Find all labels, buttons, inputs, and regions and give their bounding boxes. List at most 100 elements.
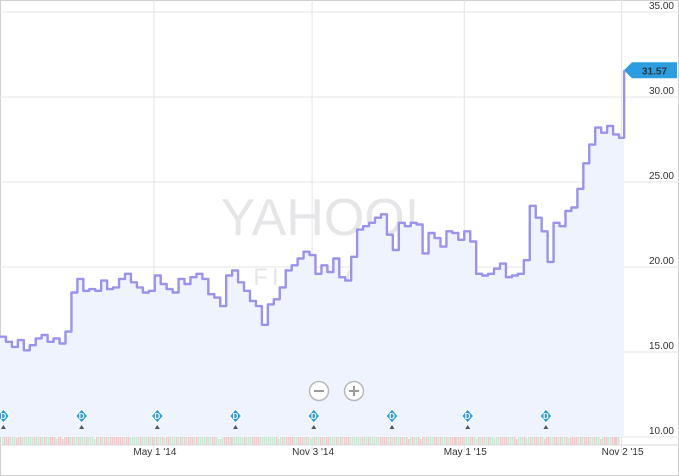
volume-bar — [428, 437, 430, 445]
y-tick-label: 15.00 — [649, 341, 674, 352]
current-price-flag: 31.57 — [624, 62, 677, 79]
volume-bar — [390, 436, 392, 445]
dividend-label: D — [389, 412, 395, 421]
dividend-marker[interactable]: D — [150, 408, 164, 429]
volume-bar — [142, 433, 144, 445]
volume-bar — [18, 436, 20, 445]
volume-bar — [556, 437, 558, 445]
volume-bar — [326, 436, 328, 445]
volume-bar — [404, 436, 406, 445]
dividend-label: D — [79, 412, 85, 421]
volume-bar — [122, 429, 124, 445]
dividend-pointer — [389, 425, 395, 429]
volume-bar — [204, 433, 206, 445]
volume-bar — [290, 435, 292, 445]
volume-bar — [386, 430, 388, 445]
price-area — [0, 70, 625, 437]
volume-bar — [616, 436, 618, 445]
volume-bar — [20, 434, 22, 445]
volume-bar — [64, 429, 66, 445]
dividend-marker[interactable]: D — [0, 408, 11, 429]
volume-bar — [468, 435, 470, 445]
volume-bar — [232, 432, 234, 445]
y-tick-label: 25.00 — [649, 171, 674, 182]
volume-bar — [314, 434, 316, 445]
dividend-pointer — [543, 425, 549, 429]
volume-bar — [104, 432, 106, 445]
volume-bar — [272, 432, 274, 445]
volume-bar — [542, 435, 544, 445]
volume-bar — [410, 436, 412, 445]
volume-bar — [562, 437, 564, 445]
volume-bar — [450, 435, 452, 445]
zoom-out-button[interactable] — [308, 380, 330, 402]
dividend-pointer — [154, 425, 160, 429]
volume-bar — [304, 430, 306, 445]
dividend-marker[interactable]: D — [385, 408, 399, 429]
volume-bar — [294, 436, 296, 445]
volume-bar — [332, 435, 334, 445]
volume-bar — [494, 438, 496, 445]
dividend-marker[interactable]: D — [539, 408, 553, 429]
volume-bar — [582, 436, 584, 445]
x-tick-label: May 1 '14 — [133, 447, 176, 458]
volume-bar — [526, 438, 528, 445]
x-axis: May 1 '14 Nov 3 '14 May 1 '15 Nov 2 '15 — [133, 447, 644, 458]
volume-bar — [174, 437, 176, 445]
dividend-marker[interactable]: D — [307, 408, 321, 429]
volume-bar — [606, 436, 608, 445]
dividend-pointer — [465, 425, 471, 429]
dividend-marker[interactable]: D — [461, 408, 475, 429]
volume-bar — [316, 436, 318, 445]
y-tick-label: 35.00 — [649, 1, 674, 12]
volume-bar — [302, 433, 304, 445]
volume-bar — [212, 432, 214, 445]
volume-bar — [610, 432, 612, 445]
volume-bar — [534, 436, 536, 445]
volume-bar — [382, 431, 384, 445]
zoom-in-button[interactable] — [343, 380, 365, 402]
dividend-label: D — [233, 412, 239, 421]
volume-bar — [252, 429, 254, 445]
volume-bar — [102, 437, 104, 445]
volume-bar — [110, 436, 112, 445]
dividend-label: D — [543, 412, 549, 421]
current-price-badge — [624, 62, 677, 79]
volume-bar — [150, 437, 152, 445]
volume-bar — [226, 435, 228, 445]
volume-bar — [72, 435, 74, 445]
volume-bar — [300, 433, 302, 445]
volume-bar — [166, 431, 168, 445]
volume-bar — [116, 429, 118, 445]
volume-bar — [48, 433, 50, 445]
volume-bar — [464, 430, 466, 445]
volume-bar — [416, 436, 418, 445]
volume-bar — [12, 433, 14, 445]
volume-bar — [152, 433, 154, 445]
volume-bar — [78, 437, 80, 445]
dividend-marker[interactable]: D — [228, 408, 243, 429]
dividend-diamond-icon — [385, 408, 399, 424]
volume-bar — [38, 429, 40, 445]
volume-bar — [4, 433, 6, 445]
dividend-label: D — [465, 412, 471, 421]
volume-bar — [128, 429, 130, 445]
dividend-diamond-icon — [150, 408, 164, 424]
dividend-marker[interactable]: D — [74, 408, 89, 429]
volume-bar — [16, 437, 18, 445]
volume-bar — [106, 429, 108, 445]
volume-bar — [94, 438, 96, 445]
volume-bar — [250, 436, 252, 445]
volume-bar — [510, 436, 512, 445]
volume-bar — [164, 438, 166, 445]
volume-bar — [284, 433, 286, 445]
volume-bar — [600, 438, 602, 445]
volume-bar — [508, 431, 510, 445]
volume-bar — [188, 431, 190, 445]
volume-bar — [306, 436, 308, 445]
volume-bar — [86, 433, 88, 445]
volume-bar — [178, 432, 180, 445]
